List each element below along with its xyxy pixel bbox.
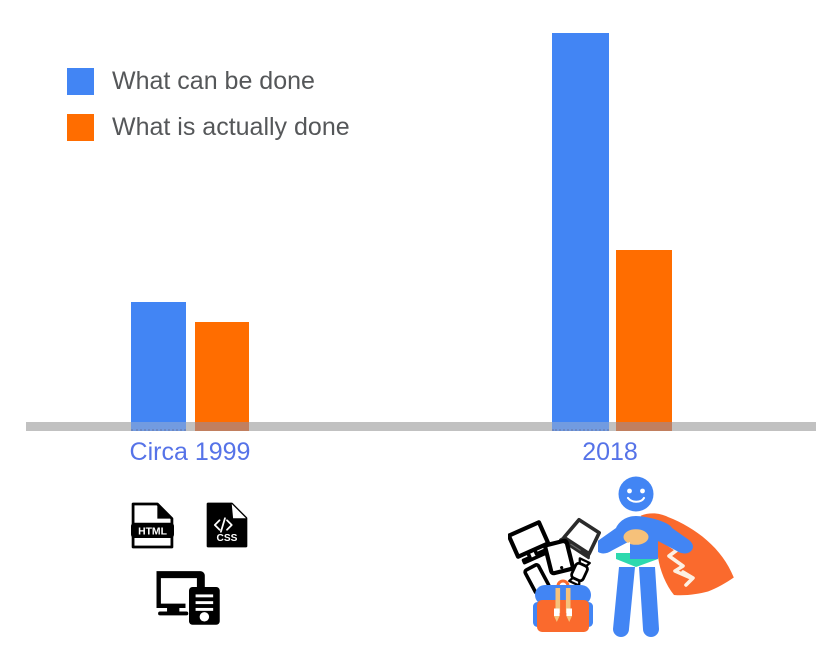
svg-text:HTML: HTML <box>138 527 168 538</box>
svg-text:CSS: CSS <box>217 533 238 544</box>
